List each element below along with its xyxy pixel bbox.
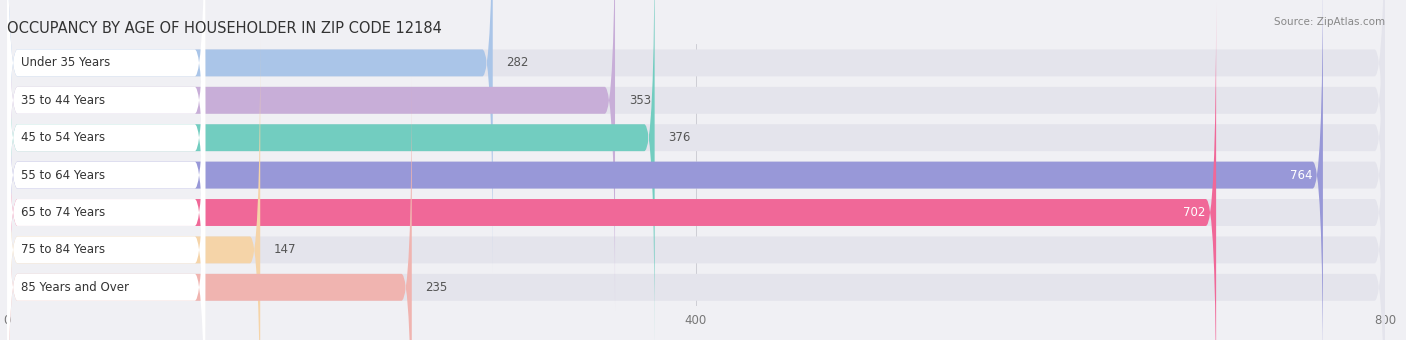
FancyBboxPatch shape	[7, 0, 1323, 340]
Text: 35 to 44 Years: 35 to 44 Years	[21, 94, 105, 107]
FancyBboxPatch shape	[7, 76, 412, 340]
Text: 147: 147	[274, 243, 297, 256]
Text: 85 Years and Over: 85 Years and Over	[21, 281, 129, 294]
FancyBboxPatch shape	[7, 0, 205, 340]
FancyBboxPatch shape	[7, 39, 1385, 340]
FancyBboxPatch shape	[7, 0, 1385, 340]
FancyBboxPatch shape	[7, 0, 1385, 274]
FancyBboxPatch shape	[7, 0, 1385, 311]
Text: 235: 235	[426, 281, 449, 294]
Text: 55 to 64 Years: 55 to 64 Years	[21, 169, 105, 182]
FancyBboxPatch shape	[7, 0, 614, 311]
Text: 282: 282	[506, 56, 529, 69]
FancyBboxPatch shape	[7, 0, 205, 311]
FancyBboxPatch shape	[7, 2, 1385, 340]
Text: 45 to 54 Years: 45 to 54 Years	[21, 131, 105, 144]
FancyBboxPatch shape	[7, 39, 205, 340]
FancyBboxPatch shape	[7, 0, 205, 340]
Text: 702: 702	[1184, 206, 1206, 219]
Text: Source: ZipAtlas.com: Source: ZipAtlas.com	[1274, 17, 1385, 27]
Text: OCCUPANCY BY AGE OF HOUSEHOLDER IN ZIP CODE 12184: OCCUPANCY BY AGE OF HOUSEHOLDER IN ZIP C…	[7, 21, 441, 36]
FancyBboxPatch shape	[7, 76, 1385, 340]
Text: 65 to 74 Years: 65 to 74 Years	[21, 206, 105, 219]
Text: 353: 353	[628, 94, 651, 107]
FancyBboxPatch shape	[7, 0, 1385, 340]
Text: 75 to 84 Years: 75 to 84 Years	[21, 243, 105, 256]
FancyBboxPatch shape	[7, 2, 205, 340]
FancyBboxPatch shape	[7, 0, 492, 274]
Text: 764: 764	[1291, 169, 1313, 182]
Text: Under 35 Years: Under 35 Years	[21, 56, 110, 69]
FancyBboxPatch shape	[7, 2, 1216, 340]
Text: 376: 376	[668, 131, 690, 144]
FancyBboxPatch shape	[7, 39, 260, 340]
FancyBboxPatch shape	[7, 0, 205, 274]
FancyBboxPatch shape	[7, 76, 205, 340]
FancyBboxPatch shape	[7, 0, 655, 340]
